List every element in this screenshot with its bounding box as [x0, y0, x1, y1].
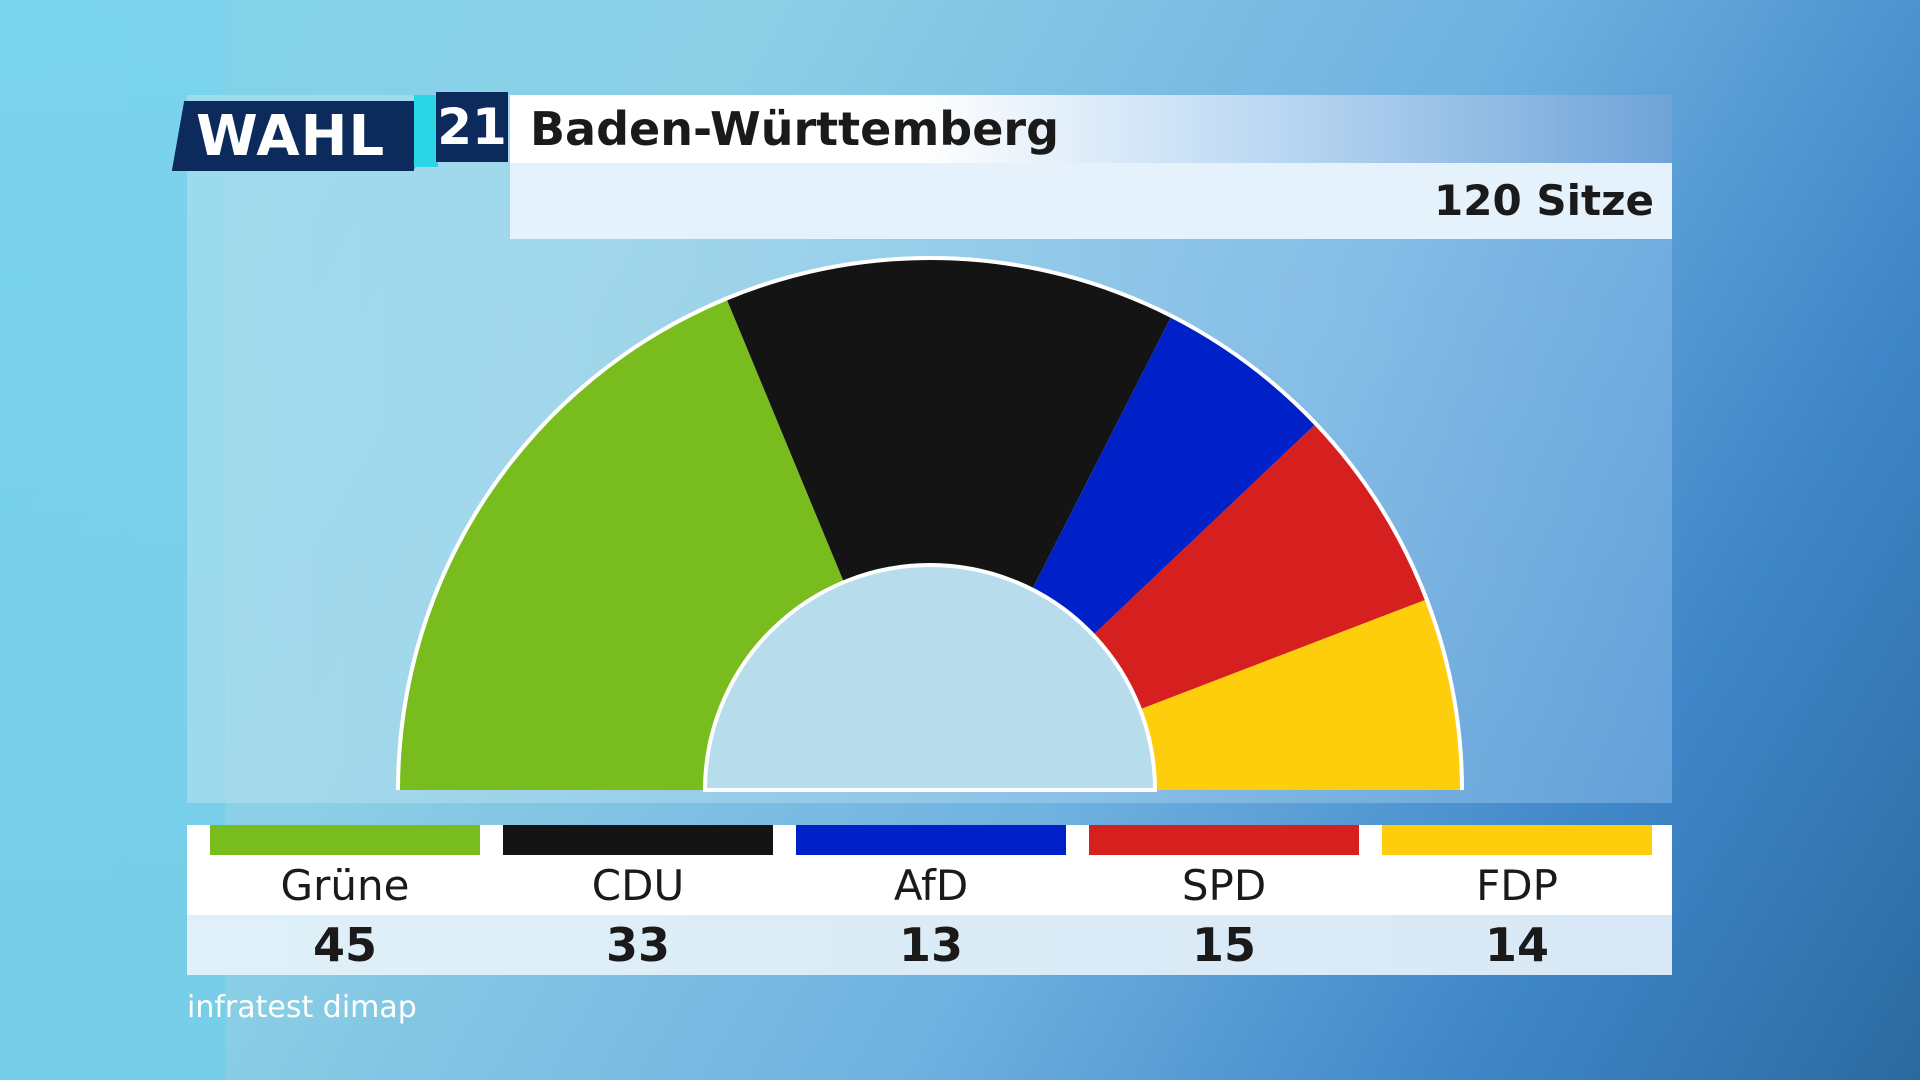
legend-swatch [1382, 825, 1652, 855]
legend-swatch [503, 825, 773, 855]
source-label: infratest dimap [187, 990, 417, 1025]
title-bar [510, 95, 1672, 163]
legend-value-row [187, 915, 1672, 975]
legend-party-name: AfD [893, 861, 969, 910]
seat-segment-fdp [1140, 600, 1460, 790]
seat-total: 120 Sitze [1434, 176, 1654, 225]
page-title: Baden-Württemberg [530, 102, 1060, 156]
legend-party-name: FDP [1476, 861, 1558, 910]
logo-accent [414, 95, 438, 167]
chart-inner-hole [702, 563, 1158, 792]
seat-segment-spd [1093, 425, 1425, 710]
seat-segment-grüne [400, 300, 844, 790]
legend-party-name: CDU [591, 861, 685, 910]
seat-segment-cdu [727, 259, 1171, 590]
subtitle-bar [510, 163, 1672, 239]
legend-seat-count: 13 [898, 918, 963, 972]
legend-item: Grüne 45 [210, 825, 480, 975]
legend-item: FDP 14 [1382, 825, 1652, 975]
legend-party-name: Grüne [280, 861, 410, 910]
logo-text: WAHL [196, 104, 386, 169]
legend-seat-count: 45 [312, 918, 377, 972]
legend-seat-count: 14 [1484, 918, 1549, 972]
legend-item: AfD 13 [796, 825, 1066, 975]
legend-party-name: SPD [1181, 861, 1267, 910]
logo-number: 21 [436, 92, 508, 162]
legend-item: CDU 33 [503, 825, 773, 975]
legend-item: SPD 15 [1089, 825, 1359, 975]
legend-swatch [210, 825, 480, 855]
legend-swatch [1089, 825, 1359, 855]
legend-swatch [796, 825, 1066, 855]
legend-seat-count: 15 [1191, 918, 1256, 972]
legend-seat-count: 33 [605, 918, 670, 972]
seat-segment-afd [1032, 317, 1315, 636]
